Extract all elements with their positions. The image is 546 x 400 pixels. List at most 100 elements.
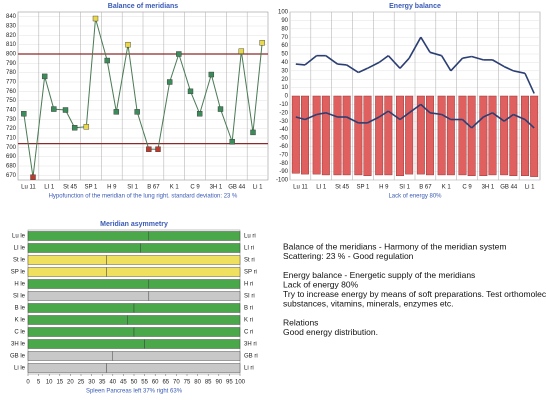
bar [375, 95, 384, 176]
x-tick-label: H 9 [379, 185, 389, 191]
series-segment [378, 55, 389, 64]
y-tick-label: 50 [281, 52, 288, 58]
bar [321, 95, 330, 176]
series-segment [513, 70, 526, 75]
point-marker [166, 79, 173, 85]
x-tick-label: 65 [162, 380, 169, 386]
row-label-right: LI ri [244, 246, 254, 252]
series-segment [483, 112, 493, 118]
bar [509, 95, 518, 177]
x-tick-label: SP 1 [84, 185, 98, 191]
point-marker [208, 71, 215, 78]
panel-text: Try to increase energy by means of soft … [283, 289, 546, 299]
series-segment [408, 103, 422, 114]
x-tick-label: 35 [99, 380, 106, 386]
bar-left [27, 255, 107, 265]
x-tick-label: 75 [184, 380, 191, 386]
y-tick-label: -60 [279, 144, 288, 150]
series-segment [65, 109, 76, 128]
series-segment [240, 51, 254, 133]
x-tick-label: 3H 1 [482, 185, 495, 191]
y-tick-label: -90 [279, 169, 288, 175]
y-tick-label: 60 [281, 43, 288, 49]
chart-title: Meridian asymmetry [100, 221, 168, 228]
x-tick-label: Li 1 [253, 185, 263, 191]
series-segment [190, 91, 201, 114]
series-segment [462, 55, 472, 59]
row-label-right: K ri [244, 318, 253, 324]
bar-left [27, 339, 145, 349]
x-tick-label: GB 44 [500, 185, 518, 191]
y-tick-label: 750 [6, 98, 17, 104]
x-tick-label: Li 1 [525, 185, 535, 191]
panel-text: Lack of energy 80% [283, 279, 359, 289]
point-marker [217, 106, 224, 112]
series-segment [441, 113, 452, 121]
y-tick-label: 770 [6, 80, 17, 86]
bar-right [133, 327, 241, 337]
x-tick-label: SP 1 [356, 185, 370, 191]
row-label-left: LI le [14, 246, 26, 252]
chart-caption: Spleen Pancreas left 37% right 63% [86, 389, 183, 395]
series-segment [503, 65, 514, 72]
y-tick-label: 730 [6, 117, 17, 123]
bar-left [27, 315, 128, 325]
y-tick-label: -50 [279, 136, 288, 142]
bar [458, 95, 467, 176]
series-segment [524, 72, 535, 94]
point-marker [196, 111, 203, 117]
series-segment [408, 36, 422, 59]
series-segment [524, 118, 535, 129]
x-tick-label: St 45 [63, 185, 78, 191]
bar-right [133, 303, 241, 313]
y-tick-label: 740 [6, 108, 17, 114]
panel-text: Scattering: 23 % - Good regulation [283, 251, 414, 261]
series-segment [367, 61, 380, 69]
chart-title: Balance of meridians [108, 3, 179, 10]
bar [437, 95, 446, 176]
chart-caption: Lack of energy 80% [388, 194, 442, 200]
point-marker [21, 111, 27, 117]
panel-text: Good energy distribution. [283, 327, 378, 337]
point-marker [83, 124, 90, 130]
panel-text: Energy balance - Energetic supply of the… [283, 270, 475, 280]
y-tick-label: 40 [281, 60, 288, 66]
y-tick-label: 90 [281, 18, 288, 24]
x-tick-label: 40 [109, 380, 116, 386]
series-segment [429, 51, 442, 57]
x-tick-label: B 67 [419, 185, 432, 191]
y-tick-label: 20 [281, 77, 288, 83]
y-tick-label: 820 [6, 33, 17, 39]
y-tick-label: 720 [6, 126, 17, 132]
row-label-left: SI le [13, 294, 26, 300]
y-tick-label: 100 [278, 10, 289, 16]
x-tick-label: SI 1 [127, 185, 138, 191]
y-tick-label: 830 [6, 24, 17, 30]
row-label-left: K le [15, 318, 26, 324]
bar [405, 95, 414, 175]
y-tick-label: 840 [6, 14, 17, 20]
point-marker [71, 125, 78, 131]
x-tick-label: 60 [152, 380, 159, 386]
row-label-right: GB ri [244, 354, 258, 360]
x-tick-label: K 1 [170, 185, 180, 191]
row-label-right: Lu ri [244, 234, 256, 240]
panel-text: Relations [283, 317, 318, 327]
bar-right [127, 315, 241, 325]
series-segment [346, 64, 359, 74]
row-label-right: C ri [244, 330, 253, 336]
series-segment [440, 55, 452, 72]
series-segment [325, 55, 338, 65]
point-marker [30, 174, 36, 180]
series-segment [337, 63, 347, 66]
bar-right [140, 243, 241, 253]
point-marker [51, 106, 57, 112]
y-tick-label: -10 [279, 102, 288, 108]
point-marker [229, 139, 235, 145]
y-tick-label: 760 [6, 89, 17, 95]
bar [363, 95, 372, 177]
series-segment [210, 74, 221, 110]
bar [479, 95, 488, 177]
row-label-right: SP ri [244, 270, 257, 276]
x-tick-label: 3H 1 [210, 185, 223, 191]
